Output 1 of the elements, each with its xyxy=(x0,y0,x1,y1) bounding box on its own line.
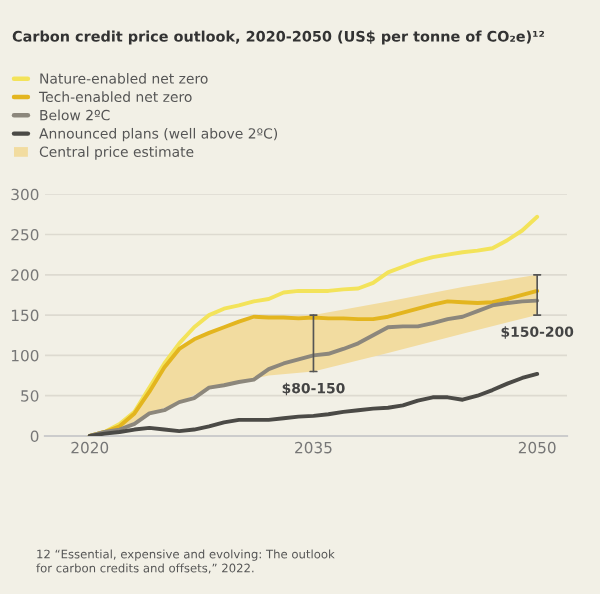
line-series xyxy=(87,371,540,436)
